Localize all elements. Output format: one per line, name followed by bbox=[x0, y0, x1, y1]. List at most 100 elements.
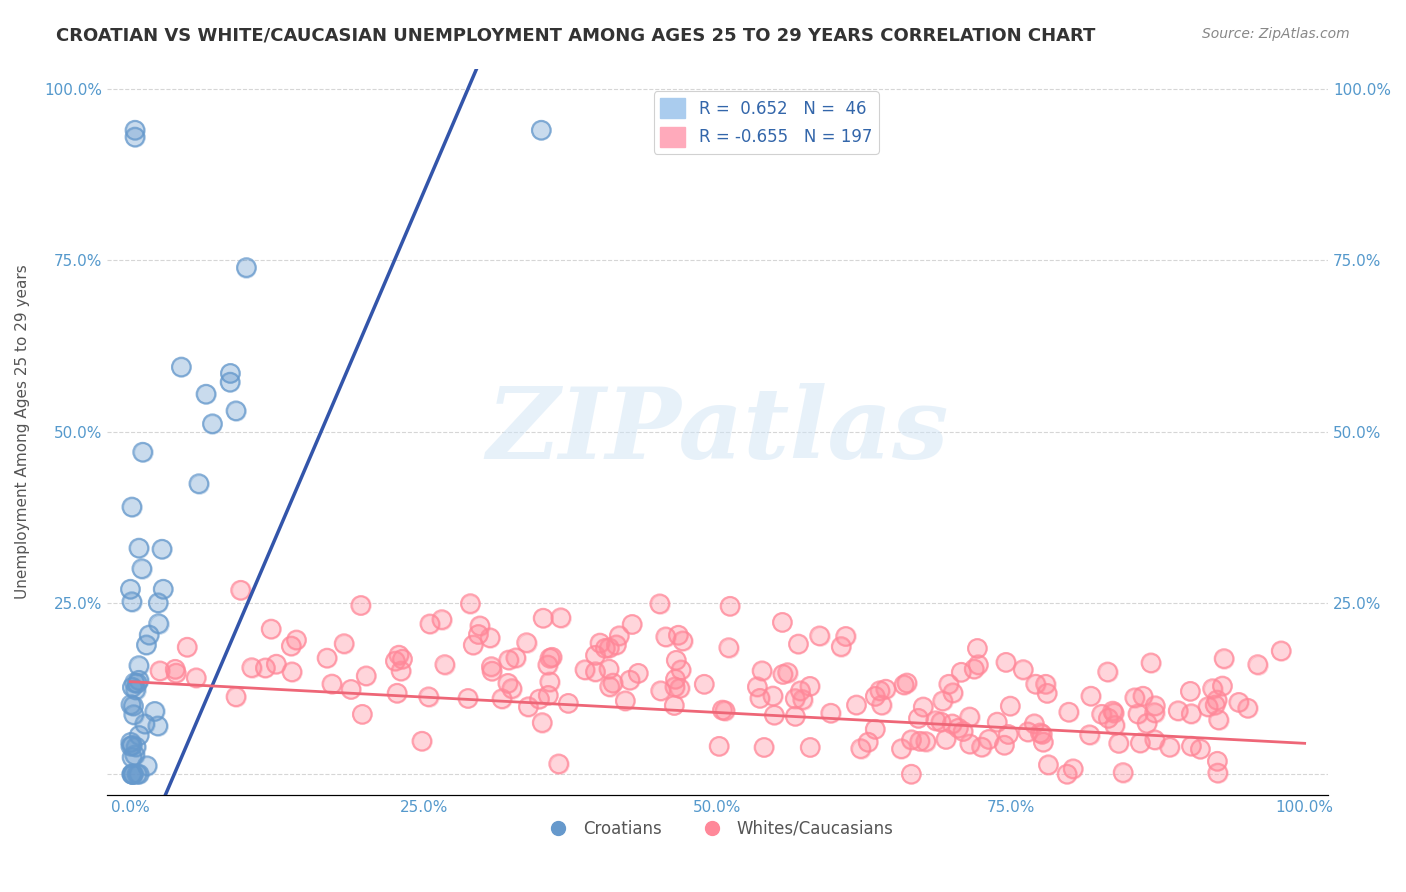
Point bbox=[150, 542, 173, 557]
Point bbox=[665, 653, 688, 667]
Point bbox=[149, 664, 172, 678]
Point bbox=[607, 629, 630, 643]
Point bbox=[1213, 651, 1236, 665]
Point bbox=[124, 130, 146, 145]
Point bbox=[959, 710, 981, 724]
Point bbox=[770, 615, 793, 630]
Point bbox=[938, 677, 960, 691]
Point bbox=[799, 679, 821, 693]
Point bbox=[770, 615, 793, 630]
Point bbox=[589, 636, 612, 650]
Point bbox=[896, 676, 918, 690]
Point bbox=[605, 638, 627, 652]
Point bbox=[537, 689, 560, 703]
Point bbox=[1180, 739, 1202, 753]
Point bbox=[820, 706, 842, 720]
Point bbox=[131, 445, 153, 459]
Point bbox=[530, 123, 553, 137]
Point bbox=[863, 723, 886, 737]
Point bbox=[481, 664, 503, 678]
Point bbox=[1136, 716, 1159, 731]
Point bbox=[1097, 711, 1119, 725]
Point bbox=[959, 710, 981, 724]
Point bbox=[170, 359, 193, 374]
Point bbox=[121, 680, 143, 694]
Point bbox=[385, 686, 408, 700]
Point bbox=[281, 665, 304, 679]
Point bbox=[1206, 766, 1229, 780]
Point bbox=[1227, 695, 1250, 709]
Point bbox=[219, 367, 242, 381]
Point bbox=[135, 638, 157, 652]
Point bbox=[517, 699, 540, 714]
Point bbox=[914, 734, 936, 748]
Point bbox=[219, 375, 242, 389]
Point bbox=[122, 698, 145, 713]
Point bbox=[121, 767, 143, 781]
Point bbox=[134, 717, 156, 731]
Point bbox=[672, 633, 695, 648]
Point bbox=[849, 741, 872, 756]
Point bbox=[763, 708, 786, 723]
Point bbox=[941, 717, 963, 731]
Point bbox=[808, 629, 831, 643]
Point bbox=[1136, 716, 1159, 731]
Point bbox=[225, 404, 247, 418]
Point bbox=[650, 683, 672, 698]
Point bbox=[530, 123, 553, 137]
Point bbox=[281, 665, 304, 679]
Point bbox=[762, 689, 785, 703]
Point bbox=[1126, 706, 1149, 721]
Point bbox=[966, 641, 988, 656]
Point bbox=[124, 682, 146, 697]
Point bbox=[718, 599, 741, 614]
Point bbox=[1101, 704, 1123, 718]
Point bbox=[148, 596, 170, 610]
Point bbox=[280, 639, 302, 653]
Point bbox=[1236, 701, 1258, 715]
Point bbox=[194, 387, 217, 401]
Point bbox=[124, 675, 146, 690]
Point bbox=[711, 703, 734, 717]
Point bbox=[869, 683, 891, 698]
Point bbox=[929, 714, 952, 729]
Point bbox=[285, 632, 308, 647]
Point bbox=[120, 739, 142, 754]
Point bbox=[550, 611, 572, 625]
Point bbox=[225, 404, 247, 418]
Point bbox=[1104, 718, 1126, 732]
Point bbox=[941, 717, 963, 731]
Point bbox=[1102, 706, 1125, 720]
Point bbox=[845, 698, 868, 712]
Point bbox=[948, 721, 970, 735]
Point bbox=[1123, 690, 1146, 705]
Point bbox=[235, 260, 257, 275]
Point bbox=[143, 705, 166, 719]
Point bbox=[148, 596, 170, 610]
Point bbox=[128, 658, 150, 673]
Point bbox=[152, 582, 174, 597]
Point bbox=[1090, 707, 1112, 722]
Point bbox=[654, 630, 676, 644]
Point bbox=[515, 635, 537, 649]
Point bbox=[120, 739, 142, 754]
Point bbox=[1038, 757, 1060, 772]
Point bbox=[128, 541, 150, 555]
Point bbox=[585, 648, 607, 663]
Point bbox=[751, 664, 773, 678]
Point bbox=[654, 630, 676, 644]
Point bbox=[125, 739, 148, 754]
Point bbox=[1035, 677, 1057, 691]
Point bbox=[122, 707, 145, 722]
Point bbox=[830, 640, 852, 654]
Text: Source: ZipAtlas.com: Source: ZipAtlas.com bbox=[1202, 27, 1350, 41]
Point bbox=[959, 737, 981, 751]
Point bbox=[748, 691, 770, 706]
Point bbox=[468, 619, 491, 633]
Point bbox=[845, 698, 868, 712]
Point bbox=[135, 638, 157, 652]
Point bbox=[605, 638, 627, 652]
Point bbox=[128, 658, 150, 673]
Text: CROATIAN VS WHITE/CAUCASIAN UNEMPLOYMENT AMONG AGES 25 TO 29 YEARS CORRELATION C: CROATIAN VS WHITE/CAUCASIAN UNEMPLOYMENT… bbox=[56, 27, 1095, 45]
Point bbox=[131, 561, 153, 575]
